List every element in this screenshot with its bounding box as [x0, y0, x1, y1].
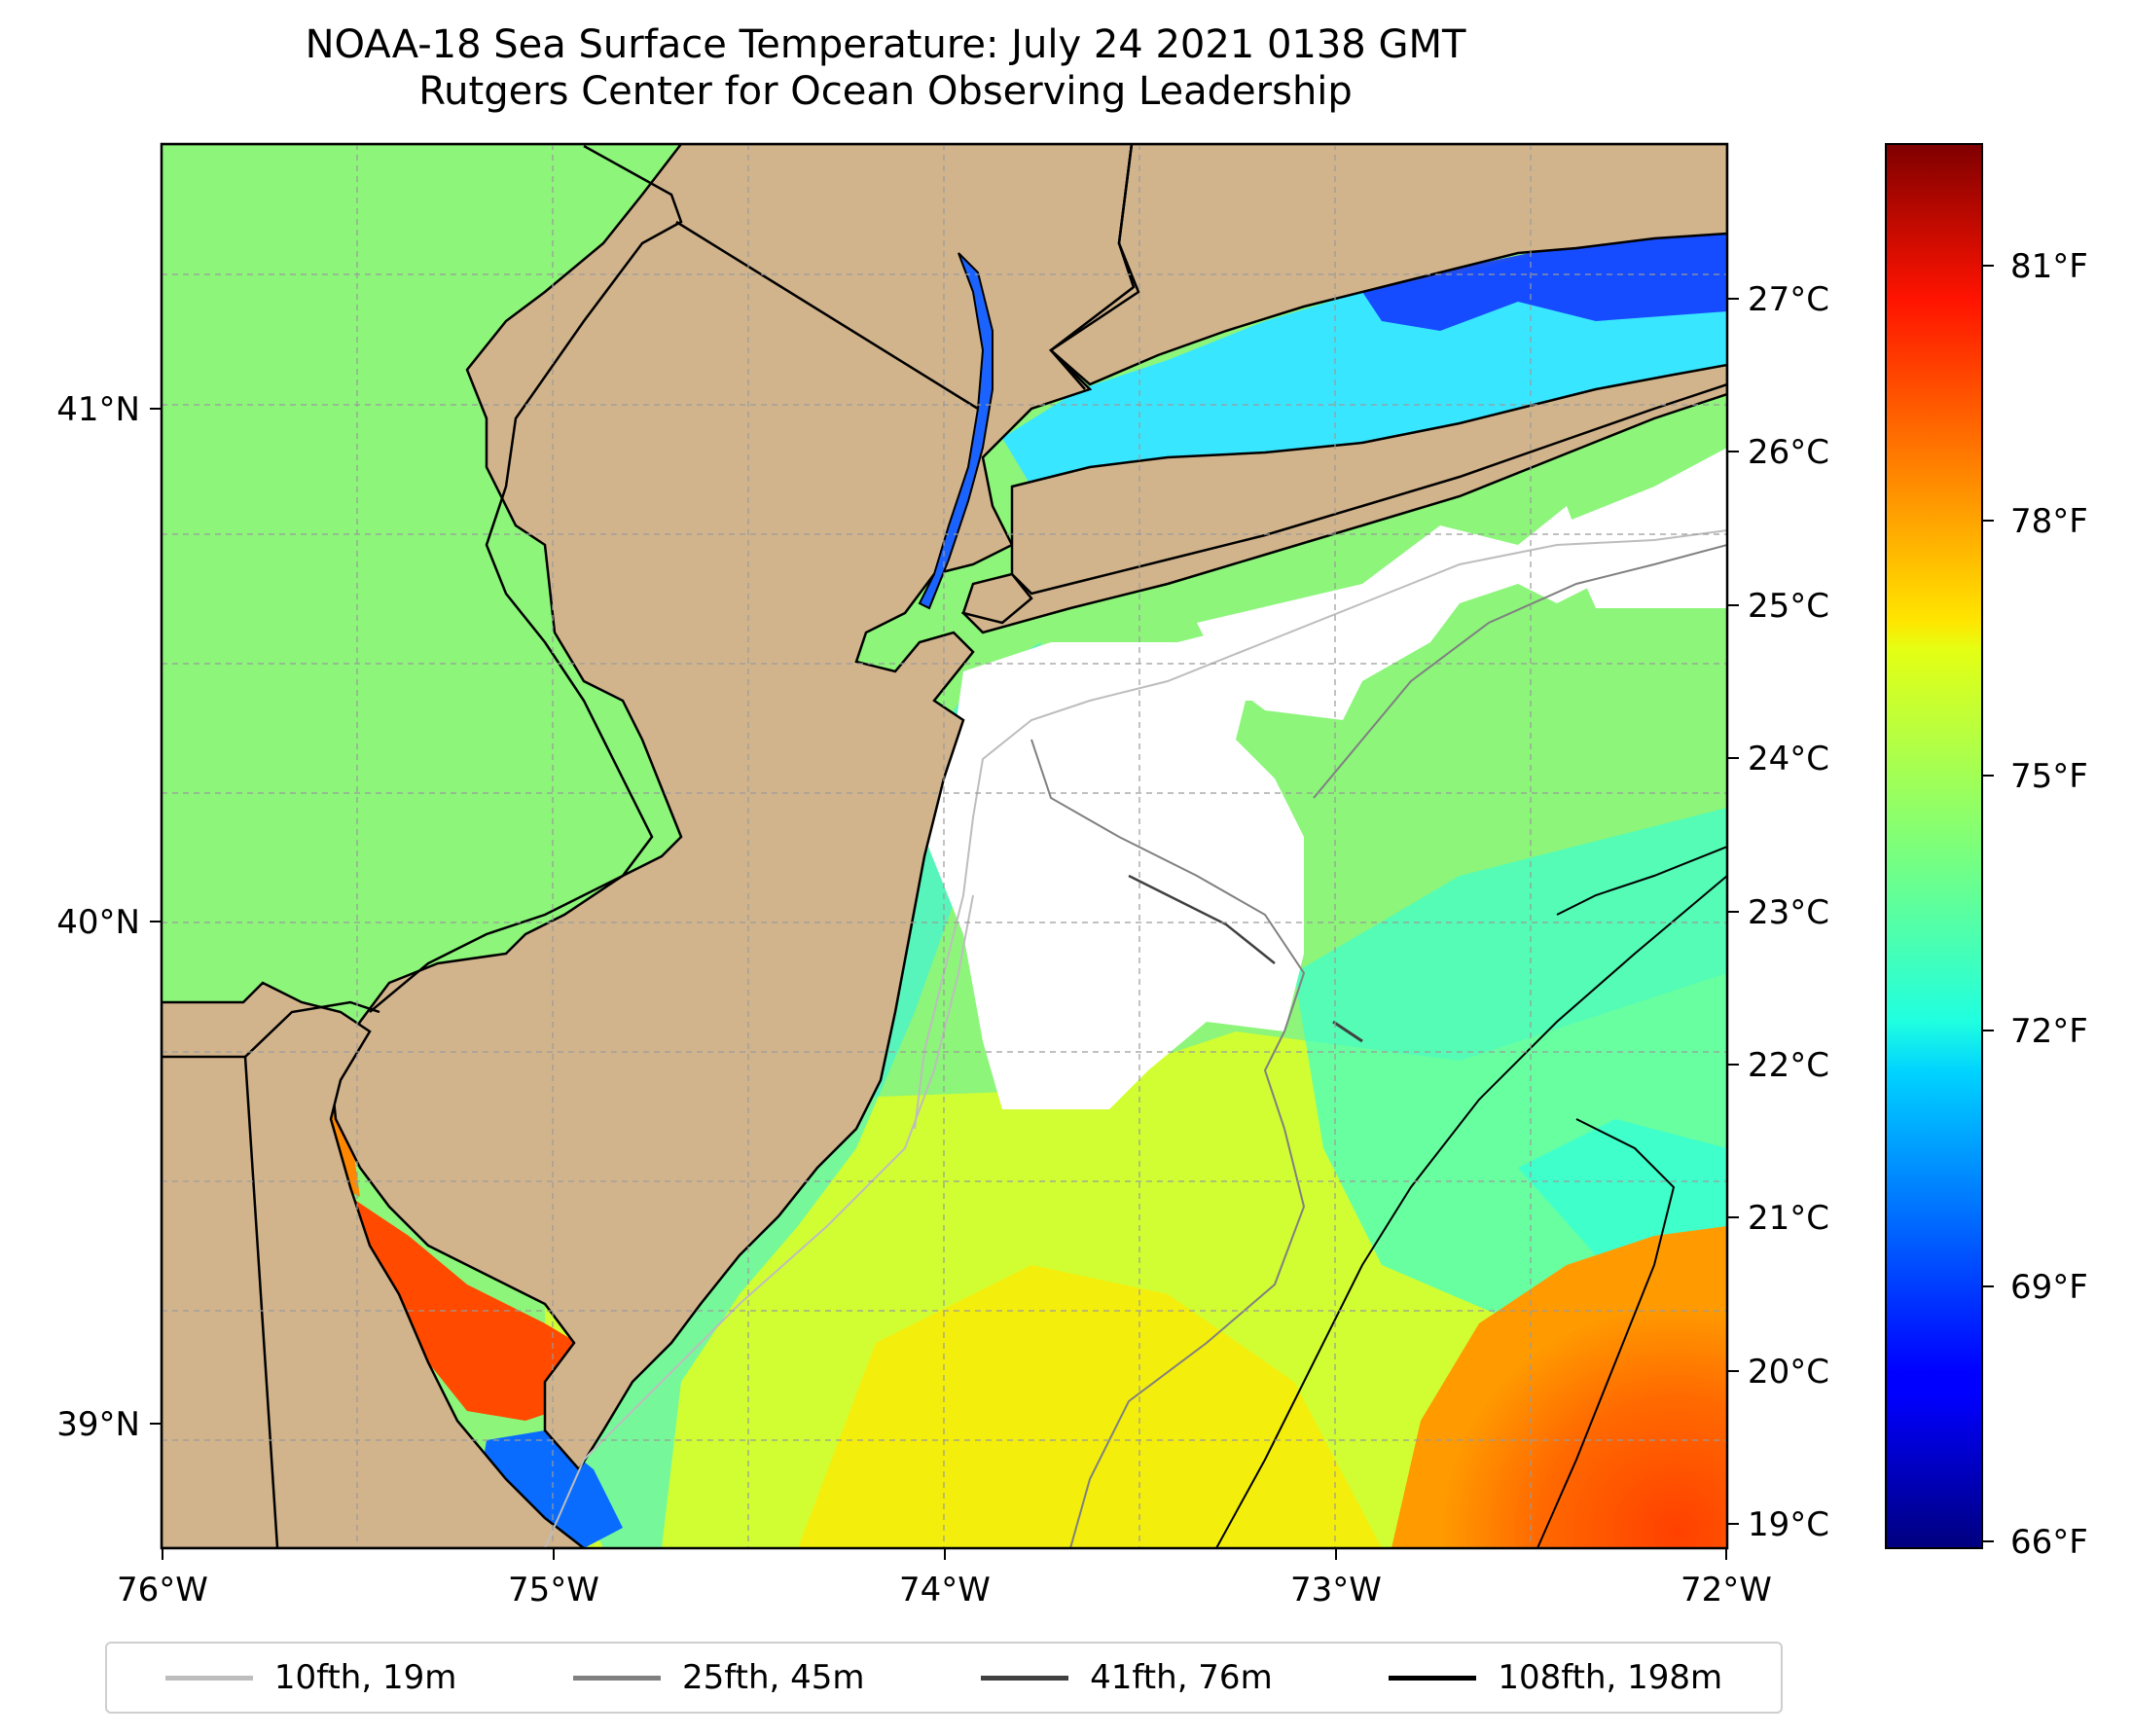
- figure-subtitle: Rutgers Center for Ocean Observing Leade…: [418, 69, 1353, 114]
- cloud-mask-east: [1557, 448, 1727, 608]
- celsius-tick-22: 22°C: [1748, 1046, 1829, 1085]
- border-nj-pa-river: [369, 144, 683, 1013]
- contour-198m-eddy: [1536, 1118, 1676, 1548]
- celsius-tick-20: 20°C: [1748, 1353, 1829, 1392]
- legend-item-41fth: 41fth, 76m: [981, 1658, 1273, 1697]
- figure-title: NOAA-18 Sea Surface Temperature: July 24…: [305, 22, 1466, 67]
- land-staten-island: [961, 572, 1033, 625]
- contour-76m-short: [1332, 1020, 1363, 1043]
- legend-item-108fth: 108fth, 198m: [1389, 1658, 1722, 1697]
- celsius-tick-26: 26°C: [1748, 433, 1829, 472]
- celsius-tick-25: 25°C: [1748, 587, 1829, 626]
- legend-label: 25fth, 45m: [682, 1658, 865, 1697]
- map-area: [162, 144, 1727, 1548]
- lat-tick-41n: 41°N: [56, 390, 140, 429]
- contour-legend: 10fth, 19m 25fth, 45m 41fth, 76m 108fth,…: [105, 1642, 1783, 1714]
- lon-tick-75w: 75°W: [508, 1571, 599, 1609]
- celsius-tick-27: 27°C: [1748, 280, 1829, 319]
- figure-title-block: NOAA-18 Sea Surface Temperature: July 24…: [0, 21, 1771, 115]
- legend-line-swatch: [1389, 1675, 1477, 1681]
- sst-warm-eddy: [1391, 1226, 1727, 1548]
- fahrenheit-tick-69: 69°F: [2010, 1268, 2088, 1307]
- contour-45m: [1030, 739, 1306, 1548]
- lon-tick-73w: 73°W: [1290, 1571, 1382, 1609]
- lon-tick-76w: 76°W: [117, 1571, 208, 1609]
- lat-tick-40n: 40°N: [56, 903, 140, 942]
- lat-tick-labels: 41°N 40°N 39°N: [56, 390, 140, 1444]
- lon-tick-72w: 72°W: [1680, 1571, 1772, 1609]
- graticule: [162, 144, 1727, 1548]
- cloud-mask-offshore: [1168, 798, 1284, 876]
- border-nj-ny: [675, 220, 979, 411]
- axis-ticks: [150, 408, 1727, 1560]
- legend-item-10fth: 10fth, 19m: [164, 1658, 457, 1697]
- legend-line-swatch: [164, 1675, 253, 1681]
- legend-label: 10fth, 19m: [273, 1658, 457, 1697]
- sst-cyan-eddy: [1518, 1119, 1727, 1255]
- celsius-tick-23: 23°C: [1748, 893, 1829, 932]
- fahrenheit-tick-66: 66°F: [2010, 1523, 2088, 1562]
- border-ny-ct: [1049, 144, 1140, 390]
- cloud-mask-nearshore-li: [1197, 506, 1596, 720]
- celsius-tick-24: 24°C: [1748, 740, 1829, 778]
- celsius-tick-21: 21°C: [1748, 1199, 1829, 1238]
- cloud-mask-main: [924, 633, 1353, 1109]
- fahrenheit-tick-75: 75°F: [2010, 757, 2088, 796]
- lon-tick-labels: 76°W 75°W 74°W 73°W 72°W: [117, 1571, 1772, 1609]
- lon-tick-74w: 74°W: [899, 1571, 991, 1609]
- hudson-river: [918, 252, 994, 610]
- celsius-ticks: 27°C 26°C 25°C 24°C 23°C 22°C 21°C 20°C …: [1727, 280, 1829, 1544]
- contour-45m-north: [1313, 544, 1727, 799]
- contour-19m-south: [544, 894, 974, 1548]
- fahrenheit-tick-72: 72°F: [2010, 1012, 2088, 1051]
- contour-19m: [914, 529, 1727, 1130]
- colorbar: [1885, 143, 1983, 1549]
- fahrenheit-tick-81: 81°F: [2010, 247, 2088, 286]
- contour-198m: [1215, 875, 1727, 1548]
- land-long-island-body: [1010, 363, 1727, 596]
- land-connecticut: [1049, 144, 1727, 386]
- contour-198m-east: [1556, 846, 1727, 916]
- legend-label: 108fth, 198m: [1498, 1658, 1723, 1697]
- land-new-jersey-ny: [162, 144, 1136, 1472]
- border-de-pa: [244, 1000, 380, 1058]
- legend-label: 41fth, 76m: [1090, 1658, 1273, 1697]
- delaware-bay-warm: [350, 1197, 594, 1421]
- legend-line-swatch: [573, 1675, 661, 1681]
- contour-76m: [1128, 874, 1276, 964]
- fahrenheit-tick-78: 78°F: [2010, 502, 2088, 541]
- legend-item-25fth: 25fth, 45m: [573, 1658, 865, 1697]
- fahrenheit-ticks: 81°F 78°F 75°F 72°F 69°F 66°F: [1982, 247, 2088, 1562]
- legend-line-swatch: [981, 1675, 1069, 1681]
- celsius-tick-19: 19°C: [1748, 1505, 1829, 1544]
- lat-tick-39n: 39°N: [56, 1405, 140, 1444]
- sound-cold-water: [1362, 229, 1727, 331]
